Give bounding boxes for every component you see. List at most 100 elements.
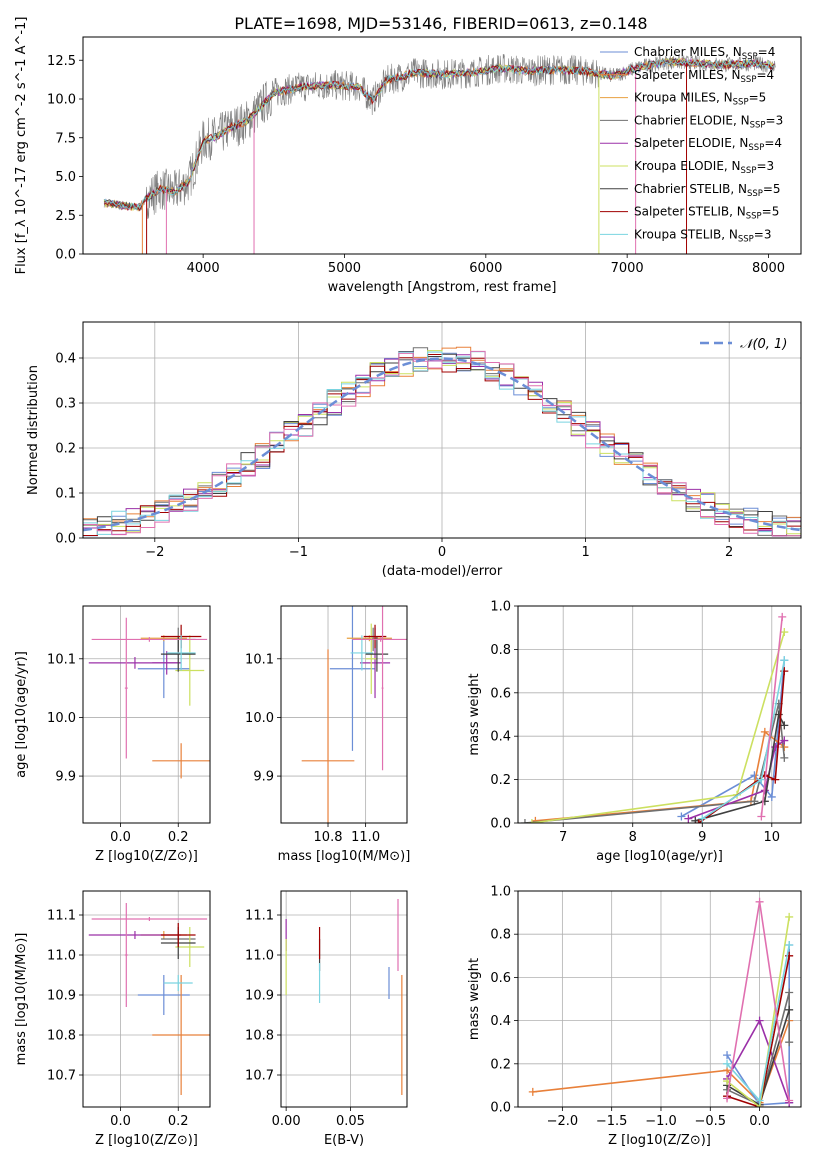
x-tick-label: 0.0 [110, 1114, 131, 1129]
mass-vs-Z-plot [88, 903, 210, 1095]
axes-spectrum: 4000 5000 6000 7000 8000 0.0 2.5 5.0 7.5 10.0 12.5… [14, 17, 785, 295]
y-tick-label: 5.0 [55, 170, 76, 185]
weight-point-marker [760, 727, 769, 736]
y-tick-label: 0.1 [55, 487, 76, 502]
y-tick-label: 0.0 [55, 532, 76, 547]
weight-series-line [726, 955, 790, 1107]
weight-series-line [681, 660, 786, 818]
weight-point-marker [684, 814, 693, 823]
y-axis-label: age [log10(age/yr)] [14, 651, 29, 778]
spectrum-plot [103, 53, 776, 254]
y-tick-label: 1.0 [490, 600, 511, 615]
y-tick-label: 0.4 [490, 730, 511, 745]
y-tick-label: 10.1 [245, 652, 274, 667]
y-tick-label: 1.0 [490, 885, 511, 900]
weight-point-marker [785, 941, 794, 949]
weight-series-line [695, 711, 786, 822]
legend-entry: 𝒩(0, 1) [740, 337, 787, 352]
weight-point-marker [750, 771, 759, 780]
y-tick-label: 0.0 [490, 817, 511, 832]
x-tick-label: 5000 [328, 261, 361, 276]
legend-subscript: SSP [750, 120, 766, 130]
axes-frame [517, 890, 802, 1108]
x-tick-label: 10 [764, 830, 781, 845]
weight-point-marker [780, 656, 789, 665]
axes-frame [82, 605, 211, 824]
legend-value: =4 [756, 68, 774, 82]
weight-series-line [726, 916, 790, 1107]
weight-point-marker [785, 912, 794, 921]
legend-entry: Salpeter ELODIE, NSSP=4 [634, 136, 782, 153]
y-axis-label: mass weight [467, 673, 482, 755]
axes-histogram: −2 −1 0 1 2 0.0 0.1 0.2 0.3 0.4 (data-model)/error… [26, 322, 801, 579]
legend-subscript: SSP [742, 52, 758, 62]
weight-point-marker [757, 812, 766, 821]
x-tick-label: −1.5 [596, 1114, 628, 1129]
weight-point-marker [691, 816, 700, 823]
x-tick-label: 8 [629, 830, 637, 845]
x-axis-label: mass [log10(M/M⊙)] [278, 849, 411, 864]
legend-subscript: SSP [741, 166, 757, 176]
legend-value: =5 [762, 205, 780, 219]
legend-value: =4 [758, 45, 776, 59]
axes-age-vs-Z: 0.0 0.2 9.9 10.0 10.1 Z [log10(Z/Z⊙)] age [log… [14, 606, 210, 864]
axes-frame [280, 605, 408, 824]
weight-point-marker [780, 628, 789, 637]
weight-point-marker [780, 753, 789, 762]
x-tick-label: 8000 [752, 261, 785, 276]
weight-point-marker [694, 819, 703, 823]
weight-point-marker [528, 1087, 537, 1096]
axes-mass-vs-ebv: 0.00 0.05 10.7 10.8 10.9 11.0 11.1 E(B-V) [245, 891, 407, 1148]
y-tick-label: 10.1 [47, 652, 76, 667]
y-tick-label: 10.0 [47, 711, 76, 726]
legend-entry: Salpeter MILES, NSSP=4 [634, 68, 774, 85]
weight-series-line [535, 730, 785, 822]
age-vs-mass-plot [301, 606, 407, 823]
y-tick-label: 10.0 [245, 711, 274, 726]
x-tick-label: 11.0 [351, 830, 380, 845]
x-axis-label: age [log10(age/yr)] [596, 849, 723, 864]
legend-entry: Kroupa MILES, NSSP=5 [634, 91, 766, 108]
y-tick-label: 10.8 [47, 1029, 76, 1044]
weight-point-marker [760, 797, 769, 806]
x-tick-label: 9 [698, 830, 706, 845]
x-tick-label: −2 [145, 545, 164, 560]
mass-vs-ebv-plot [285, 899, 403, 1095]
axes-weight-vs-Z: −2.0 −1.5 −1.0 −0.5 0.0 0.0 0.2 0.4 0.6 0.8 1.0 Z [… [467, 885, 801, 1148]
y-tick-label: 10.7 [47, 1069, 76, 1084]
weight-vs-Z-plot [528, 897, 794, 1107]
axes-frame [517, 605, 802, 824]
axes-frame [82, 890, 211, 1108]
y-tick-label: 10.9 [245, 989, 274, 1004]
weight-series-line [726, 992, 790, 1106]
weight-point-marker [755, 1016, 764, 1025]
x-tick-label: 0.00 [272, 1114, 301, 1129]
legend-value: =5 [749, 91, 767, 105]
weight-point-marker [723, 1051, 732, 1060]
y-tick-label: 10.7 [245, 1069, 274, 1084]
x-axis-label: E(B-V) [324, 1133, 364, 1148]
axes-frame [82, 321, 802, 539]
y-tick-label: 0.2 [490, 773, 511, 788]
x-tick-label: 0 [438, 545, 446, 560]
y-tick-label: 11.0 [245, 949, 274, 964]
x-tick-label: 0.2 [168, 830, 189, 845]
y-tick-label: 0.3 [55, 397, 76, 412]
y-tick-label: 10.0 [47, 93, 76, 108]
y-tick-label: 11.0 [47, 949, 76, 964]
weight-point-marker [755, 897, 764, 906]
weight-point-marker [778, 612, 787, 621]
x-tick-label: −1.0 [645, 1114, 677, 1129]
x-tick-label: 4000 [187, 261, 220, 276]
y-tick-label: 2.5 [55, 209, 76, 224]
x-axis-label: wavelength [Angstrom, rest frame] [328, 280, 557, 295]
legend-subscript: SSP [738, 234, 754, 244]
y-axis-label: mass [log10(M/M⊙)] [14, 933, 29, 1066]
weight-point-marker [527, 819, 536, 823]
weight-point-marker [723, 1094, 732, 1103]
legend-entry: Salpeter STELIB, NSSP=5 [634, 205, 779, 222]
x-tick-label: −0.5 [694, 1114, 726, 1129]
weight-point-marker [531, 816, 540, 823]
x-tick-label: 6000 [469, 261, 502, 276]
